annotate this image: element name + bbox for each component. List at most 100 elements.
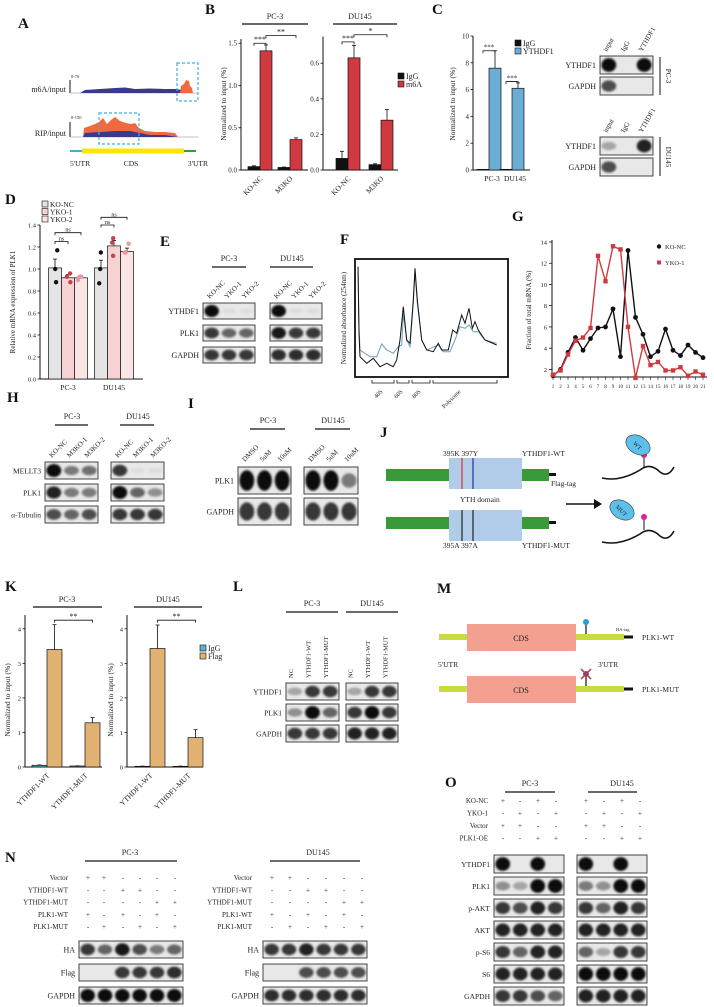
panel-label-i: I bbox=[188, 396, 194, 412]
condition-mark: + bbox=[342, 911, 346, 919]
cell-line-header: DU145 bbox=[360, 599, 384, 608]
chart-g-x-tick-label: 21 bbox=[701, 385, 707, 390]
blot-band bbox=[323, 686, 338, 697]
cds-label: CDS bbox=[513, 686, 529, 695]
blot-row-label: YTHDF1 bbox=[168, 307, 199, 316]
blot-band bbox=[548, 924, 563, 937]
fraction-bracket bbox=[397, 380, 409, 383]
chart-b-pc3-bar-igg bbox=[248, 167, 260, 170]
blot-row-label: HA bbox=[247, 946, 259, 955]
chart-g-y-tick-label: 14 bbox=[541, 240, 548, 247]
chart-c-y-tick-label: 2 bbox=[466, 140, 470, 148]
blot-band bbox=[264, 944, 279, 955]
lane-label: YKO-1 bbox=[290, 280, 311, 301]
blot-band bbox=[530, 924, 545, 937]
blot-band bbox=[495, 902, 510, 914]
chart-g-point bbox=[641, 332, 646, 337]
chart-k-pc3-significance-label: ** bbox=[70, 612, 78, 621]
condition-mark: + bbox=[121, 886, 125, 894]
condition-mark: - bbox=[603, 835, 606, 843]
condition-mark: - bbox=[343, 923, 346, 931]
blot-row-label: AKT bbox=[475, 926, 491, 935]
blot-band bbox=[513, 902, 528, 913]
blot-row-label: HA bbox=[63, 946, 75, 955]
chart-g-point bbox=[671, 348, 676, 353]
chart-c-y-axis-label: Normalized to input (%) bbox=[448, 67, 457, 141]
cell-line-header: DU145 bbox=[280, 254, 304, 263]
cds-label: CDS bbox=[513, 634, 529, 643]
blot-band bbox=[495, 882, 510, 891]
chart-d-data-point bbox=[77, 275, 81, 279]
chart-k-du145-title: DU145 bbox=[156, 595, 180, 604]
chart-g-x-tick-label: 3 bbox=[567, 385, 570, 390]
blot-band bbox=[46, 464, 61, 477]
blot-band bbox=[513, 882, 528, 890]
condition-label: YTHDF1-MUT bbox=[207, 899, 252, 907]
chart-g-point bbox=[566, 352, 570, 356]
chart-d-y-tick-label: 0.6 bbox=[28, 311, 37, 318]
chart-k-pc3-category-label: YTHDF1-MUT bbox=[49, 771, 90, 812]
chart-g-x-tick-label: 20 bbox=[693, 385, 699, 390]
condition-mark: + bbox=[173, 923, 177, 931]
chart-b-pc3-bar-m6a bbox=[290, 140, 302, 170]
chart-d-significance-label: ns bbox=[105, 220, 111, 226]
blot-row-label: p-S6 bbox=[476, 948, 490, 957]
lane-label: 5uM bbox=[258, 448, 274, 464]
blot-band bbox=[365, 706, 380, 719]
mut-residue-label: 395A 397A bbox=[443, 541, 478, 550]
cds-label: CDS bbox=[124, 159, 139, 168]
panel-label-a: A bbox=[18, 16, 29, 32]
chart-g-point bbox=[618, 247, 622, 251]
blot-row-label: PLK1 bbox=[180, 329, 199, 338]
blot-band bbox=[365, 727, 380, 739]
lane-label: YTHDF1-WT bbox=[306, 641, 313, 678]
chart-d-data-point bbox=[122, 250, 126, 254]
lane-label: KO-NC bbox=[114, 438, 136, 460]
chart-g-point bbox=[618, 354, 623, 359]
blot-band bbox=[305, 706, 320, 719]
condition-mark: + bbox=[270, 911, 274, 919]
blot-band bbox=[130, 488, 145, 498]
mrna-strand-wt bbox=[602, 466, 674, 479]
condition-mark: + bbox=[536, 835, 540, 843]
condition-mark: - bbox=[87, 923, 90, 931]
chart-d-data-point bbox=[65, 275, 69, 279]
chart-c-significance-label: *** bbox=[484, 44, 495, 52]
condition-mark: - bbox=[289, 886, 292, 894]
fraction-label: 60S bbox=[394, 389, 405, 400]
blot-band bbox=[148, 468, 163, 474]
chart-b-pc3-y-tick-label: 0.5 bbox=[228, 124, 237, 132]
lane-label: DMSO bbox=[307, 443, 327, 463]
chart-d-data-point bbox=[111, 254, 115, 258]
chart-d-data-point bbox=[99, 250, 103, 254]
blot-band bbox=[112, 486, 127, 499]
flag-tag bbox=[549, 473, 556, 476]
chart-b-du145-category-label: KO-NC bbox=[329, 174, 352, 197]
utr5-label: 5'UTR bbox=[70, 159, 90, 168]
chart-c-y-tick-label: 8 bbox=[466, 59, 470, 67]
blot-row-label: GAPDH bbox=[464, 992, 490, 1001]
condition-mark: - bbox=[156, 923, 159, 931]
chart-g-x-tick-label: 1 bbox=[552, 385, 555, 390]
condition-mark: - bbox=[103, 911, 106, 919]
blot-band bbox=[305, 470, 320, 491]
cell-line-header: PC-3 bbox=[221, 254, 237, 263]
chart-g-point bbox=[603, 279, 607, 283]
blot-band bbox=[578, 947, 593, 958]
blot-row-label: PLK1 bbox=[264, 709, 282, 718]
chart-d-data-point bbox=[68, 280, 72, 284]
blot-band bbox=[334, 967, 349, 978]
chart-g-x-tick-label: 15 bbox=[656, 385, 662, 390]
blot-band bbox=[150, 989, 165, 1002]
panel-label-c: C bbox=[432, 2, 443, 18]
condition-mark: + bbox=[554, 835, 558, 843]
blot-band bbox=[150, 945, 165, 954]
yth-domain-box bbox=[449, 458, 522, 489]
blot-row-label: S6 bbox=[482, 970, 490, 979]
blot-band bbox=[382, 686, 397, 697]
blot-band bbox=[130, 468, 145, 474]
ythdf1-mut-label: YTHDF1-MUT bbox=[522, 541, 570, 550]
blot-band bbox=[530, 990, 545, 1001]
chart-b-pc3-y-axis-label: Normalized to input (%) bbox=[219, 67, 228, 141]
chart-c-y-tick-label: 4 bbox=[466, 113, 470, 121]
